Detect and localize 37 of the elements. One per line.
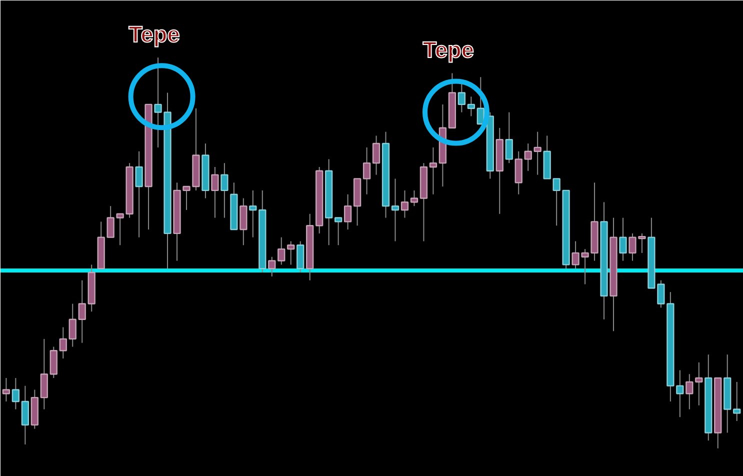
candlestick: [467, 96, 475, 117]
candlestick: [534, 131, 542, 176]
candlestick: [686, 374, 694, 410]
candlestick: [344, 194, 352, 230]
candlestick: [182, 186, 190, 210]
candlestick: [268, 256, 276, 277]
candlestick: [220, 162, 228, 218]
candlestick: [410, 190, 418, 207]
candlestick: [695, 362, 703, 406]
text: Tepe: [128, 21, 180, 48]
candlestick: [21, 385, 29, 445]
candlestick: [40, 338, 48, 410]
candlestick: [50, 346, 58, 379]
candlestick: [733, 381, 741, 422]
candlestick: [514, 150, 522, 195]
candlestick: [619, 217, 627, 262]
candlestick: [78, 280, 86, 344]
candlestick: [249, 190, 257, 238]
candlestick: [391, 178, 400, 242]
annotation: Tepe: [422, 36, 474, 63]
candlestick: [211, 166, 219, 218]
candlestick: [68, 303, 76, 348]
candlestick: [296, 240, 304, 273]
candlestick: [59, 326, 67, 359]
candlestick: [372, 135, 380, 176]
candlestick: [2, 378, 10, 402]
candlestick: [429, 146, 438, 195]
candlestick: [278, 236, 286, 266]
candlestick: [505, 112, 513, 164]
candlestick: [287, 240, 295, 266]
candlestick: [334, 217, 342, 246]
candlestick: [400, 190, 409, 218]
candlestick: [135, 150, 143, 238]
candlestick: [12, 378, 20, 410]
candlestick: [524, 143, 532, 172]
candlestick: [362, 146, 371, 195]
candlestick: [240, 198, 248, 246]
